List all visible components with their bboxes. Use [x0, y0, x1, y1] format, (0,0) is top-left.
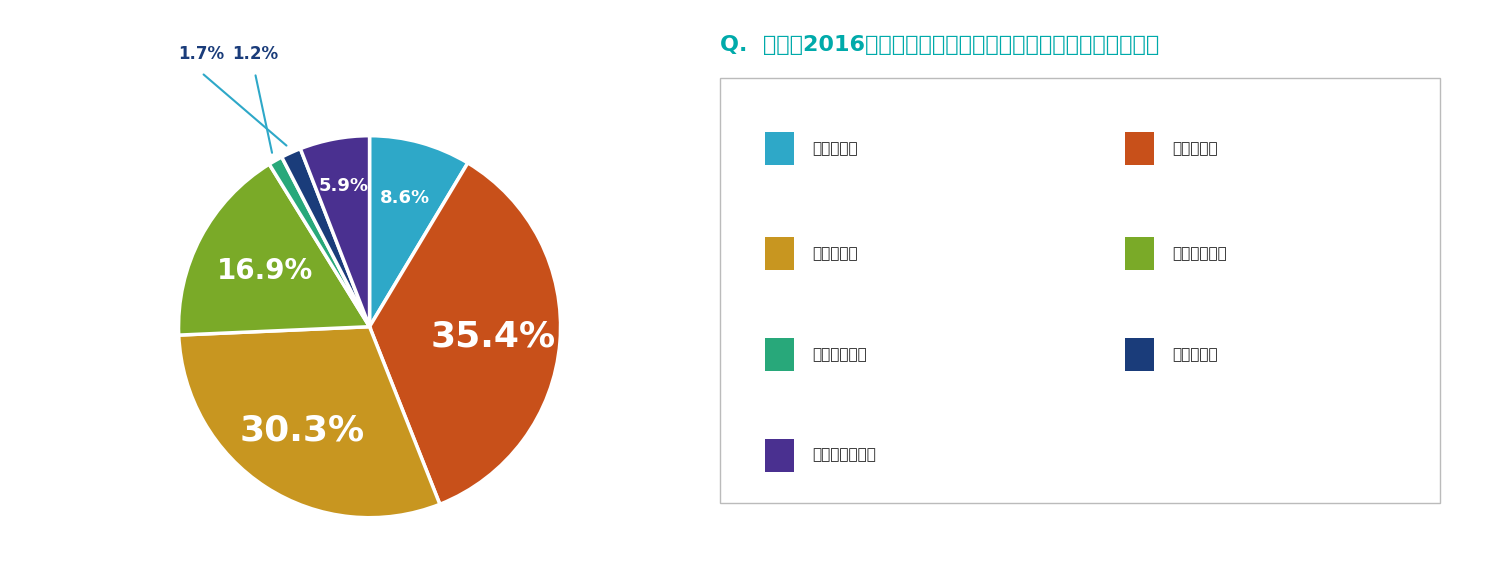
Text: ２０万円超: ２０万円超 — [1173, 347, 1218, 362]
Text: 5.9%: 5.9% — [318, 177, 368, 195]
FancyBboxPatch shape — [720, 78, 1440, 503]
Text: １０万円以下: １０万円以下 — [1173, 246, 1227, 261]
Text: ３万円以下: ３万円以下 — [1173, 141, 1218, 156]
Wedge shape — [282, 149, 369, 327]
Bar — [1125, 132, 1154, 164]
Text: 30.3%: 30.3% — [240, 414, 364, 448]
Wedge shape — [300, 136, 369, 327]
Text: 1.2%: 1.2% — [232, 45, 278, 63]
Bar — [765, 439, 794, 471]
Wedge shape — [178, 327, 440, 518]
Text: 8.6%: 8.6% — [380, 189, 430, 207]
Text: もらっていない: もらっていない — [813, 448, 876, 463]
Wedge shape — [369, 163, 561, 504]
Bar — [765, 237, 794, 270]
Bar — [765, 338, 794, 371]
Text: Q.  今年（2016年）は、お年玉を合計でいくらもらいましたか？: Q. 今年（2016年）は、お年玉を合計でいくらもらいましたか？ — [720, 35, 1160, 55]
Wedge shape — [369, 136, 468, 327]
Wedge shape — [268, 157, 369, 327]
Bar — [765, 132, 794, 164]
Bar — [1125, 338, 1154, 371]
Text: 1.7%: 1.7% — [178, 45, 225, 63]
Text: 16.9%: 16.9% — [217, 257, 314, 285]
Text: ２０万円以下: ２０万円以下 — [813, 347, 867, 362]
Text: 8.6%: 8.6% — [406, 100, 453, 118]
Text: １万円以下: １万円以下 — [813, 141, 858, 156]
Text: ５万円以下: ５万円以下 — [813, 246, 858, 261]
Bar — [1125, 237, 1154, 270]
Wedge shape — [178, 164, 369, 335]
Text: 35.4%: 35.4% — [430, 320, 556, 354]
